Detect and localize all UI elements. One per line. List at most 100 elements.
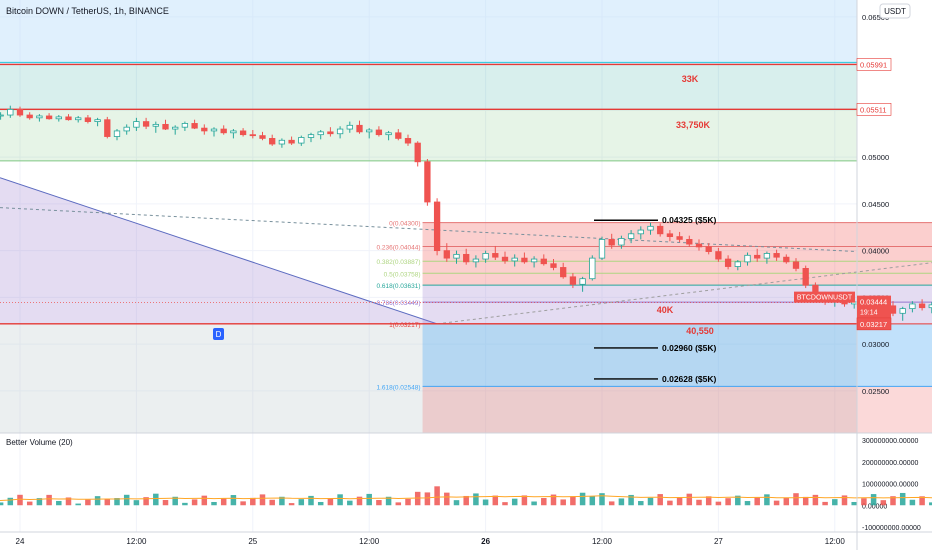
candle-body[interactable] [7,109,14,116]
candle-body[interactable] [249,134,256,137]
candle-body[interactable] [220,128,227,134]
candle-body[interactable] [172,126,179,130]
candle-body[interactable] [676,236,683,240]
candle-body[interactable] [385,132,392,136]
candle-body[interactable] [201,127,208,132]
candle-body[interactable] [492,253,499,258]
candle-body[interactable] [889,305,897,314]
candle-body[interactable] [540,258,547,265]
candle-body[interactable] [239,130,247,136]
currency-button[interactable]: USDT [879,3,911,19]
candle-body[interactable] [288,139,295,144]
candle-body[interactable] [346,124,353,130]
candle-body[interactable] [686,239,693,245]
candle-body[interactable] [792,261,800,269]
dividend-marker[interactable]: D [213,328,224,340]
candle-body[interactable] [550,263,557,268]
candle-body[interactable] [647,225,654,231]
candle-body[interactable] [773,253,780,258]
candle-body[interactable] [75,117,82,121]
candle-body[interactable] [560,267,567,278]
candle-body[interactable] [918,303,926,309]
candle-body[interactable] [133,121,140,128]
candle-body[interactable] [278,139,286,145]
candle-body[interactable] [356,124,363,133]
candle-body[interactable] [463,253,470,263]
candle-body[interactable] [744,254,751,263]
fib-level-label: 0.618(0.03631) [376,283,420,290]
candle-body[interactable] [482,253,489,260]
price-zones [0,0,857,433]
candle-body[interactable] [36,115,43,119]
candle-body[interactable] [162,123,169,130]
candle-body[interactable] [123,126,130,132]
candle-body[interactable] [0,114,4,117]
candle-body[interactable] [530,258,538,263]
time-axis[interactable]: 2412:002512:002612:002712:002812:002912:… [16,537,932,546]
candle-body[interactable] [802,268,809,286]
candle-body[interactable] [705,246,712,252]
candle-body[interactable] [608,239,615,246]
candle-body[interactable] [230,130,237,134]
time-tick-label: 12:00 [359,537,380,546]
candle-body[interactable] [55,116,62,120]
candle-body[interactable] [763,253,771,259]
volume-tick-label: -100000000.00000 [862,525,921,532]
candle-body[interactable] [269,138,276,145]
candle-body[interactable] [142,121,150,127]
candle-body[interactable] [443,250,450,259]
candle-body[interactable] [84,117,92,122]
candle-body[interactable] [424,161,431,203]
candle-body[interactable] [734,261,741,267]
candle-body[interactable] [336,128,344,135]
candle-body[interactable] [433,201,441,252]
candle-body[interactable] [366,129,373,133]
candle-body[interactable] [909,303,916,310]
volume-bar [356,496,363,506]
candle-body[interactable] [627,233,635,239]
candle-body[interactable] [715,251,722,260]
candle-body[interactable] [589,257,596,280]
candle-body[interactable] [191,123,198,129]
candle-body[interactable] [375,129,383,136]
candle-body[interactable] [26,114,33,119]
candle-body[interactable] [637,229,644,235]
candle-body[interactable] [618,238,625,246]
candle-body[interactable] [472,258,480,263]
candle-body[interactable] [695,243,703,248]
candle-body[interactable] [579,278,586,285]
candle-body[interactable] [181,123,189,128]
candle-body[interactable] [104,119,111,137]
candle-body[interactable] [298,137,305,144]
candle-body[interactable] [16,109,24,116]
candle-body[interactable] [511,257,518,262]
candle-body[interactable] [666,233,674,238]
candle-body[interactable] [754,254,761,259]
candle-body[interactable] [783,256,790,263]
candle-body[interactable] [598,239,606,259]
volume-bar [376,500,382,506]
candle-body[interactable] [501,256,509,262]
candle-body[interactable] [210,128,218,132]
candle-body[interactable] [113,130,121,137]
candle-body[interactable] [657,225,664,235]
candle-body[interactable] [404,138,412,144]
fib-level-label: 0.236(0.04044) [376,245,420,252]
symbol-title[interactable]: Bitcoin DOWN / TetherUS, 1h, BINANCE [6,6,169,16]
candle-body[interactable] [152,123,159,127]
candle-body[interactable] [327,131,334,135]
candle-body[interactable] [45,115,53,120]
candle-body[interactable] [395,132,402,139]
candle-body[interactable] [453,253,460,259]
candle-body[interactable] [65,116,72,121]
candle-body[interactable] [94,119,101,122]
candle-body[interactable] [259,135,266,139]
volume-indicator-title[interactable]: Better Volume (20) [6,438,73,447]
candle-body[interactable] [569,276,577,285]
candle-body[interactable] [724,258,732,267]
candle-body[interactable] [521,257,528,263]
candle-body[interactable] [899,308,906,314]
candle-body[interactable] [317,131,324,136]
candle-body[interactable] [307,134,315,138]
candle-body[interactable] [414,142,421,163]
